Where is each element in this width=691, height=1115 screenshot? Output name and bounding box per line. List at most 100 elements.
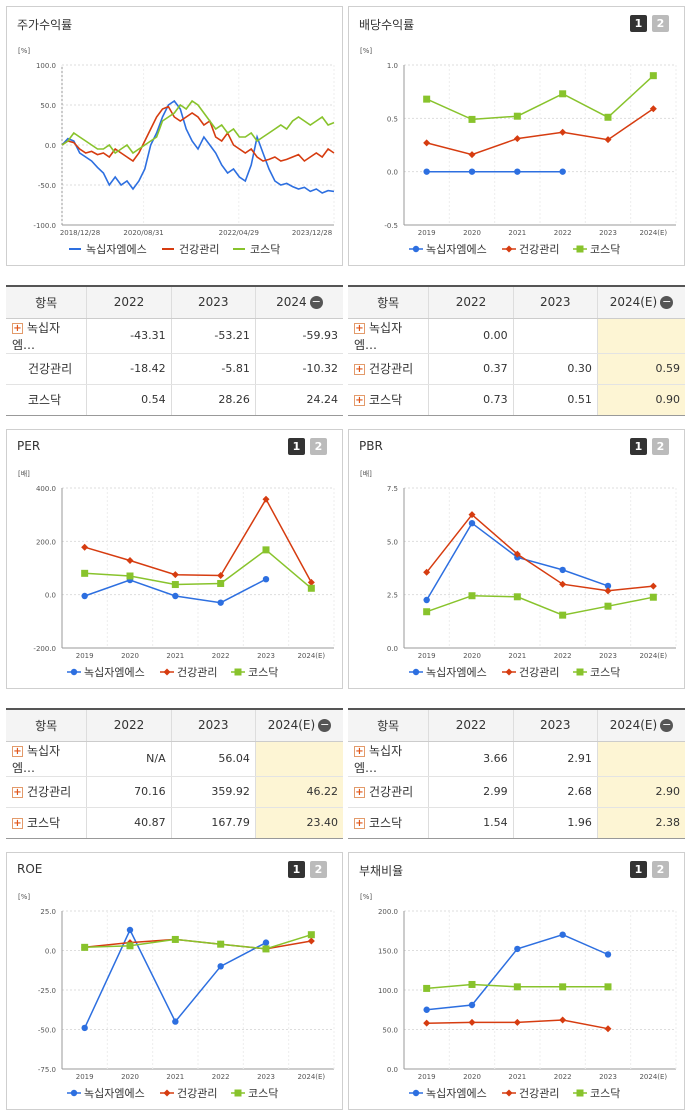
data-point[interactable] [559,931,566,938]
data-point[interactable] [604,587,612,595]
data-point[interactable] [217,963,224,970]
expand-icon[interactable]: + [354,745,365,757]
data-point[interactable] [423,95,431,103]
data-point[interactable] [217,940,225,948]
data-point[interactable] [604,582,612,590]
data-point[interactable] [423,568,431,576]
data-point[interactable] [604,136,612,144]
expand-icon[interactable]: + [354,787,365,798]
data-point[interactable] [81,1024,88,1032]
data-point[interactable] [81,592,88,600]
data-point[interactable] [559,983,567,991]
data-point[interactable] [307,937,315,945]
expand-icon[interactable]: + [12,322,23,334]
data-point[interactable] [604,1025,612,1033]
expand-icon[interactable]: + [354,364,365,375]
data-point[interactable] [423,139,431,147]
data-point[interactable] [423,168,430,175]
data-point[interactable] [604,951,612,958]
data-point[interactable] [559,1016,567,1024]
view-button-2[interactable]: 2 [310,861,327,878]
data-point[interactable] [513,983,521,991]
data-point[interactable] [559,566,566,574]
data-point[interactable] [649,582,657,590]
data-point[interactable] [513,135,521,143]
view-button-1[interactable]: 1 [630,15,647,32]
data-point[interactable] [604,602,612,610]
data-point[interactable] [514,168,521,175]
data-point[interactable] [126,926,134,934]
data-point[interactable] [81,943,89,951]
collapse-icon[interactable]: − [660,295,674,310]
data-point[interactable] [513,112,521,120]
data-point[interactable] [513,550,521,558]
data-point[interactable] [126,572,134,580]
view-button-2[interactable]: 2 [652,15,669,32]
data-point[interactable] [559,128,567,136]
data-point[interactable] [468,520,476,527]
view-button-2[interactable]: 2 [652,861,669,878]
data-point[interactable] [171,935,179,943]
data-point[interactable] [262,945,270,953]
data-point[interactable] [468,1001,476,1009]
data-point[interactable] [468,115,476,123]
data-point[interactable] [262,576,270,583]
data-point[interactable] [217,571,225,579]
data-point[interactable] [217,579,225,587]
view-button-2[interactable]: 2 [310,438,327,455]
data-point[interactable] [513,593,521,601]
data-point[interactable] [217,599,224,606]
data-point[interactable] [649,72,657,80]
data-point[interactable] [81,543,89,551]
data-point[interactable] [262,495,270,503]
view-button-1[interactable]: 1 [288,438,305,455]
expand-icon[interactable]: + [354,818,365,830]
data-point[interactable] [559,611,567,619]
data-point[interactable] [172,592,179,600]
data-point[interactable] [559,90,567,98]
data-point[interactable] [468,151,476,159]
data-point[interactable] [423,596,430,604]
data-point[interactable] [126,942,134,950]
view-button-2[interactable]: 2 [652,438,669,455]
collapse-icon[interactable]: − [309,295,323,310]
expand-icon[interactable]: + [12,818,23,830]
expand-icon[interactable]: + [354,395,365,407]
view-button-1[interactable]: 1 [630,438,647,455]
expand-icon[interactable]: + [354,322,365,334]
data-point[interactable] [423,1019,431,1027]
data-point[interactable] [423,1006,430,1013]
data-point[interactable] [649,105,657,113]
data-point[interactable] [468,1018,476,1026]
data-point[interactable] [171,571,179,579]
data-point[interactable] [172,1018,179,1025]
view-button-1[interactable]: 1 [288,861,305,878]
data-point[interactable] [423,608,431,616]
data-point[interactable] [262,546,270,554]
data-point[interactable] [513,1018,521,1026]
data-point[interactable] [468,168,476,175]
data-point[interactable] [307,578,315,586]
data-point[interactable] [559,168,566,175]
expand-icon[interactable]: + [12,787,23,798]
data-point[interactable] [649,593,657,601]
collapse-icon[interactable]: − [318,718,332,733]
data-point[interactable] [468,511,476,519]
data-point[interactable] [468,980,476,988]
data-point[interactable] [468,592,476,600]
data-point[interactable] [604,113,612,121]
view-button-1[interactable]: 1 [630,861,647,878]
data-point[interactable] [81,569,89,577]
data-point[interactable] [604,983,612,991]
data-point[interactable] [423,984,431,992]
data-point[interactable] [307,584,315,592]
data-point[interactable] [514,945,521,953]
expand-icon[interactable]: + [12,745,23,757]
data-point[interactable] [559,580,567,588]
data-point[interactable] [171,581,179,589]
table-cell: 0.00 [428,318,514,354]
collapse-icon[interactable]: − [660,718,674,733]
data-point[interactable] [126,557,134,565]
data-point[interactable] [307,931,315,939]
data-point[interactable] [262,939,270,946]
